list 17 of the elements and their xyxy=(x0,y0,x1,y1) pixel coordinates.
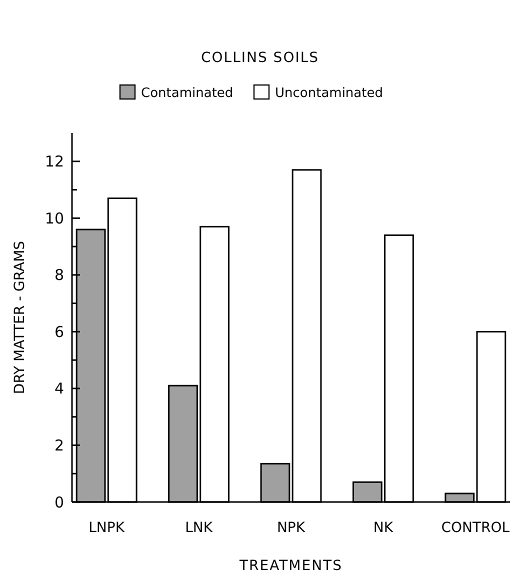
y-axis-title: DRY MATTER - GRAMS xyxy=(12,240,28,394)
y-tick-label: 10 xyxy=(44,209,64,228)
legend-label: Uncontaminated xyxy=(275,86,383,101)
legend-label: Contaminated xyxy=(141,86,234,101)
y-tick-label: 2 xyxy=(54,436,64,454)
x-tick-label: CONTROL xyxy=(441,520,510,536)
x-tick-label: LNK xyxy=(185,520,214,536)
x-tick-label: NK xyxy=(373,520,394,536)
y-tick-label: 4 xyxy=(54,380,64,398)
chart-title: COLLINS SOILS xyxy=(200,50,320,66)
y-tick-label: 8 xyxy=(54,266,64,284)
y-tick-label: 12 xyxy=(44,152,64,171)
x-axis-title: TREATMENTS xyxy=(238,558,343,574)
x-tick-label: NPK xyxy=(276,520,306,536)
y-tick-label: 0 xyxy=(54,493,64,512)
x-tick-label: LNPK xyxy=(88,520,126,536)
y-tick-label: 6 xyxy=(54,322,64,341)
